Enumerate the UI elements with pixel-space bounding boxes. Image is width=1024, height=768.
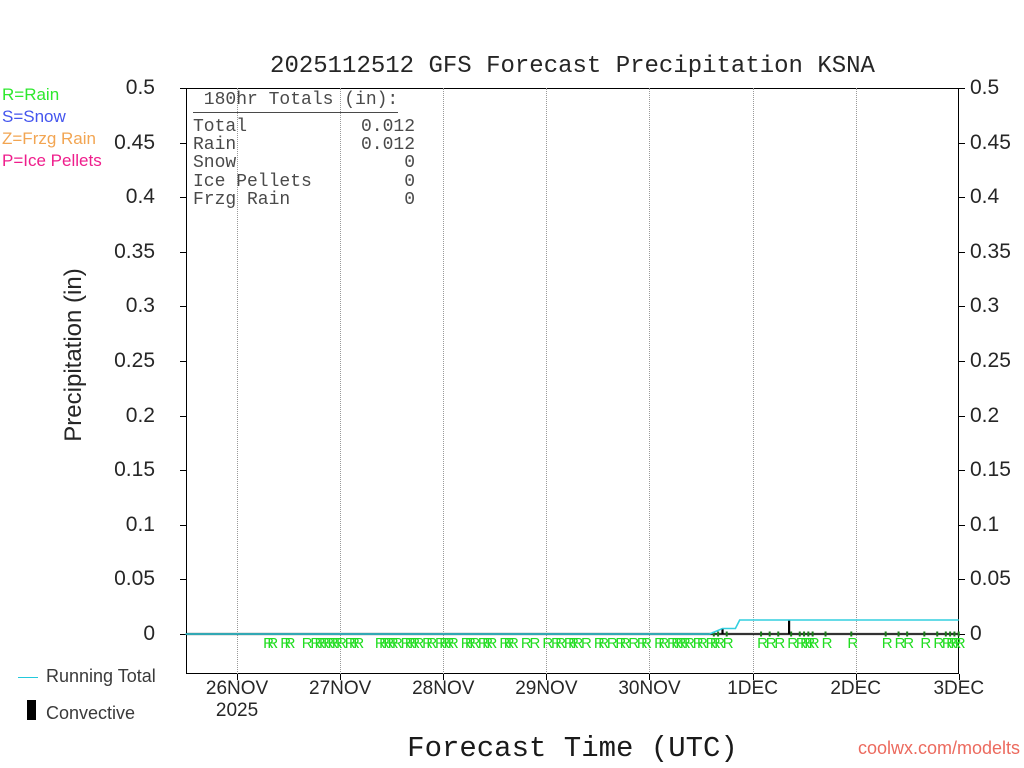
svg-text:R: R xyxy=(809,635,820,652)
svg-text:R: R xyxy=(353,635,364,652)
svg-text:R: R xyxy=(529,635,540,652)
svg-text:R: R xyxy=(774,635,785,652)
svg-text:R: R xyxy=(882,635,893,652)
svg-text:R: R xyxy=(285,635,296,652)
svg-text:R: R xyxy=(903,635,914,652)
svg-text:R: R xyxy=(920,635,931,652)
svg-text:R: R xyxy=(822,635,833,652)
svg-text:R: R xyxy=(723,635,734,652)
svg-text:R: R xyxy=(487,635,498,652)
svg-text:R: R xyxy=(267,635,278,652)
svg-text:R: R xyxy=(448,635,459,652)
svg-text:R: R xyxy=(847,635,858,652)
svg-text:R: R xyxy=(955,635,966,652)
svg-text:R: R xyxy=(581,635,592,652)
svg-text:R: R xyxy=(508,635,519,652)
svg-text:R: R xyxy=(641,635,652,652)
